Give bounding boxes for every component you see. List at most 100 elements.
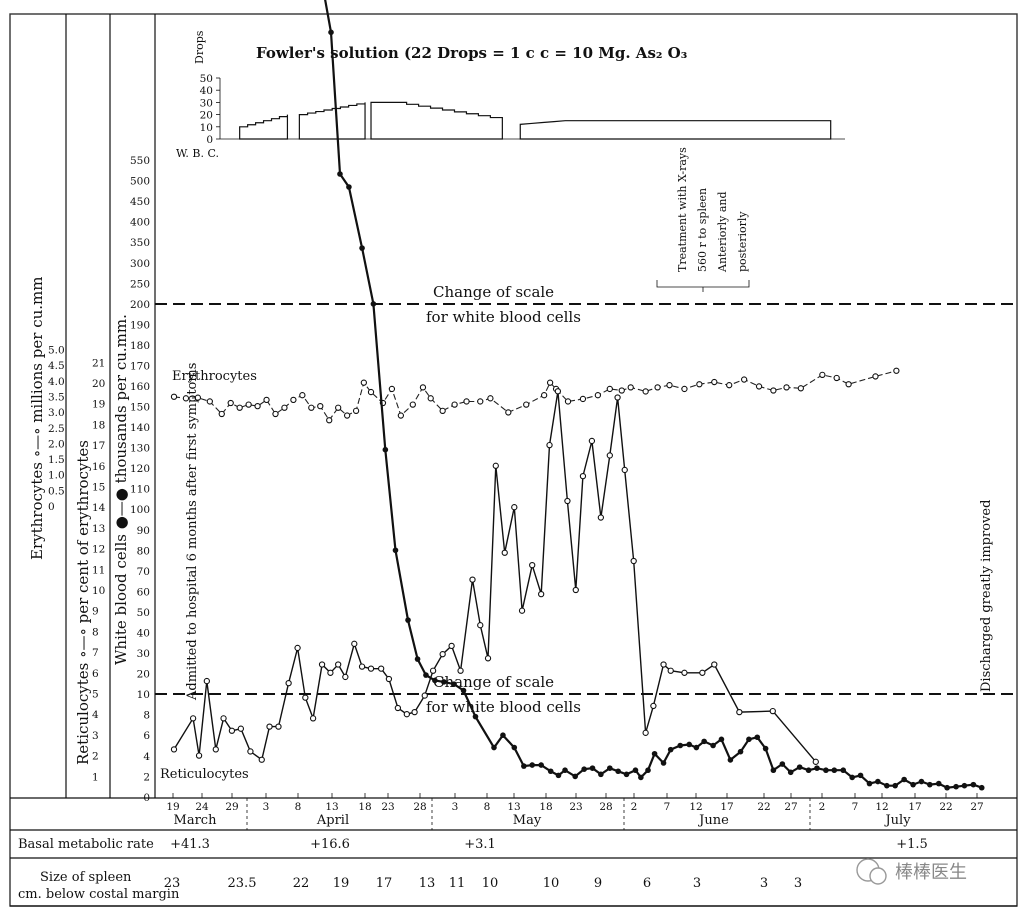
erythrocytes-point — [367, 388, 375, 396]
reticulocytes-tick-label: 1 — [92, 771, 99, 783]
x-tick-label: 29 — [225, 801, 238, 813]
erythrocytes-point — [263, 396, 270, 404]
spleen-values: 23 23.5 22 19 17 13 11 10 10 9 6 3 3 3 — [164, 876, 802, 891]
erythrocytes-point — [770, 387, 777, 394]
spleen-value: 22 — [293, 876, 310, 891]
wbc-tick-label: 8 — [143, 710, 150, 722]
x-tick-label: 8 — [484, 801, 491, 813]
wbc-point — [598, 771, 604, 778]
wbc-series — [324, 0, 985, 791]
drops-tick-label: 0 — [206, 134, 213, 146]
wbc-point — [701, 738, 707, 745]
wbc-point — [796, 764, 803, 770]
reticulocytes-point — [667, 667, 674, 674]
watermark: 棒棒医生 — [856, 858, 967, 885]
reticulocytes-point — [195, 752, 203, 759]
wbc-point — [918, 778, 925, 785]
reticulocytes-tick-label: 12 — [92, 544, 105, 556]
reticulocytes-point — [484, 655, 492, 662]
erythrocytes-tick-label: 2.5 — [48, 423, 65, 435]
wbc-tick-label: 200 — [130, 299, 150, 311]
erythrocytes-point — [546, 379, 554, 386]
erythrocytes-point — [833, 374, 840, 382]
erythrocytes-point — [194, 394, 202, 401]
wbc-point — [581, 766, 587, 772]
reticulocytes-point — [630, 557, 637, 565]
wbc-point — [615, 768, 621, 775]
erythrocytes-point — [594, 392, 602, 399]
erythrocytes-point — [352, 407, 360, 414]
reticulocytes-point — [327, 669, 334, 676]
x-tick-label: 12 — [875, 801, 888, 813]
erythrocytes-point — [419, 384, 427, 391]
x-tick-label: 17 — [908, 801, 921, 813]
wbc-point — [555, 772, 562, 779]
erythrocytes-point — [206, 398, 213, 405]
wbc-point — [529, 762, 535, 768]
wbc-point — [432, 677, 438, 684]
x-tick-label: 2 — [819, 801, 826, 813]
x-tick-label: 17 — [720, 801, 733, 813]
erythrocytes-point — [409, 401, 416, 408]
x-tick-label: 7 — [852, 801, 859, 813]
wbc-point — [538, 762, 544, 768]
wbc-point — [866, 780, 873, 787]
treatment-line-4: posteriorly — [736, 211, 749, 272]
wbc-tick-label: 400 — [130, 217, 150, 229]
spleen-label-2: cm. below costal margin — [18, 887, 180, 902]
erythrocytes-tick-label: 0.5 — [48, 485, 65, 497]
erythrocytes-point — [360, 379, 367, 386]
reticulocytes-tick-label: 17 — [92, 440, 105, 452]
x-axis-ticks: 19 24 29 3 8 13 18 23 28 3 8 13 18 23 28 2 7 12 17 22 27 2 7 12… — [166, 793, 984, 813]
wbc-tick-label: 40 — [137, 627, 150, 639]
x-axis-months: March April May June July — [174, 813, 912, 828]
reticulocytes-point — [457, 667, 464, 674]
wbc-point — [718, 736, 725, 743]
x-tick-label: 18 — [358, 801, 371, 813]
wbc-point — [849, 774, 855, 781]
x-month-label: May — [513, 813, 542, 828]
erythrocytes-point — [797, 385, 804, 392]
reticulocytes-tick-label: 8 — [92, 626, 99, 638]
erythrocytes-point — [317, 403, 324, 410]
erythrocytes-point — [254, 403, 261, 410]
x-month-label: June — [697, 813, 729, 828]
wbc-point — [392, 547, 399, 554]
wbc-point — [746, 736, 752, 743]
erythrocytes-point — [299, 392, 306, 399]
reticulocytes-point — [351, 640, 358, 647]
wbc-tick-label: 2 — [143, 771, 150, 783]
erythrocytes-tick-label: 5.0 — [48, 345, 65, 357]
wbc-point — [831, 767, 838, 774]
wbc-tick-label: 90 — [137, 525, 150, 537]
reticulocytes-point — [469, 576, 476, 583]
wbc-tick-label: 190 — [130, 319, 150, 331]
erythrocytes-tick-label: 1.5 — [48, 454, 65, 466]
wbc-point — [328, 29, 334, 36]
x-month-label: July — [883, 813, 911, 828]
month-separators — [246, 798, 811, 830]
erythrocytes-point — [696, 381, 703, 388]
bmr-value: +41.3 — [170, 837, 210, 852]
wbc-point — [693, 744, 700, 751]
wbc-point — [632, 767, 639, 774]
reticulocytes-point — [275, 723, 282, 730]
wbc-point — [754, 734, 761, 741]
wbc-tick-label: 180 — [130, 340, 150, 352]
wbc-point — [472, 713, 479, 720]
wbc-tick-label: 120 — [130, 463, 150, 475]
drops-block — [519, 120, 832, 140]
wbc-point — [970, 781, 977, 788]
wbc-point — [645, 767, 651, 774]
reticulocytes-tick-label: 5 — [92, 689, 99, 701]
erythrocytes-tick-label: 1.0 — [48, 470, 65, 482]
reticulocytes-point — [681, 669, 688, 676]
erythrocytes-point — [540, 392, 548, 399]
wbc-point — [823, 767, 829, 774]
erythrocytes-point — [681, 385, 688, 393]
reticulocytes-point — [579, 472, 587, 480]
spleen-value: 6 — [643, 876, 651, 891]
wbc-tick-label: 150 — [130, 402, 150, 414]
